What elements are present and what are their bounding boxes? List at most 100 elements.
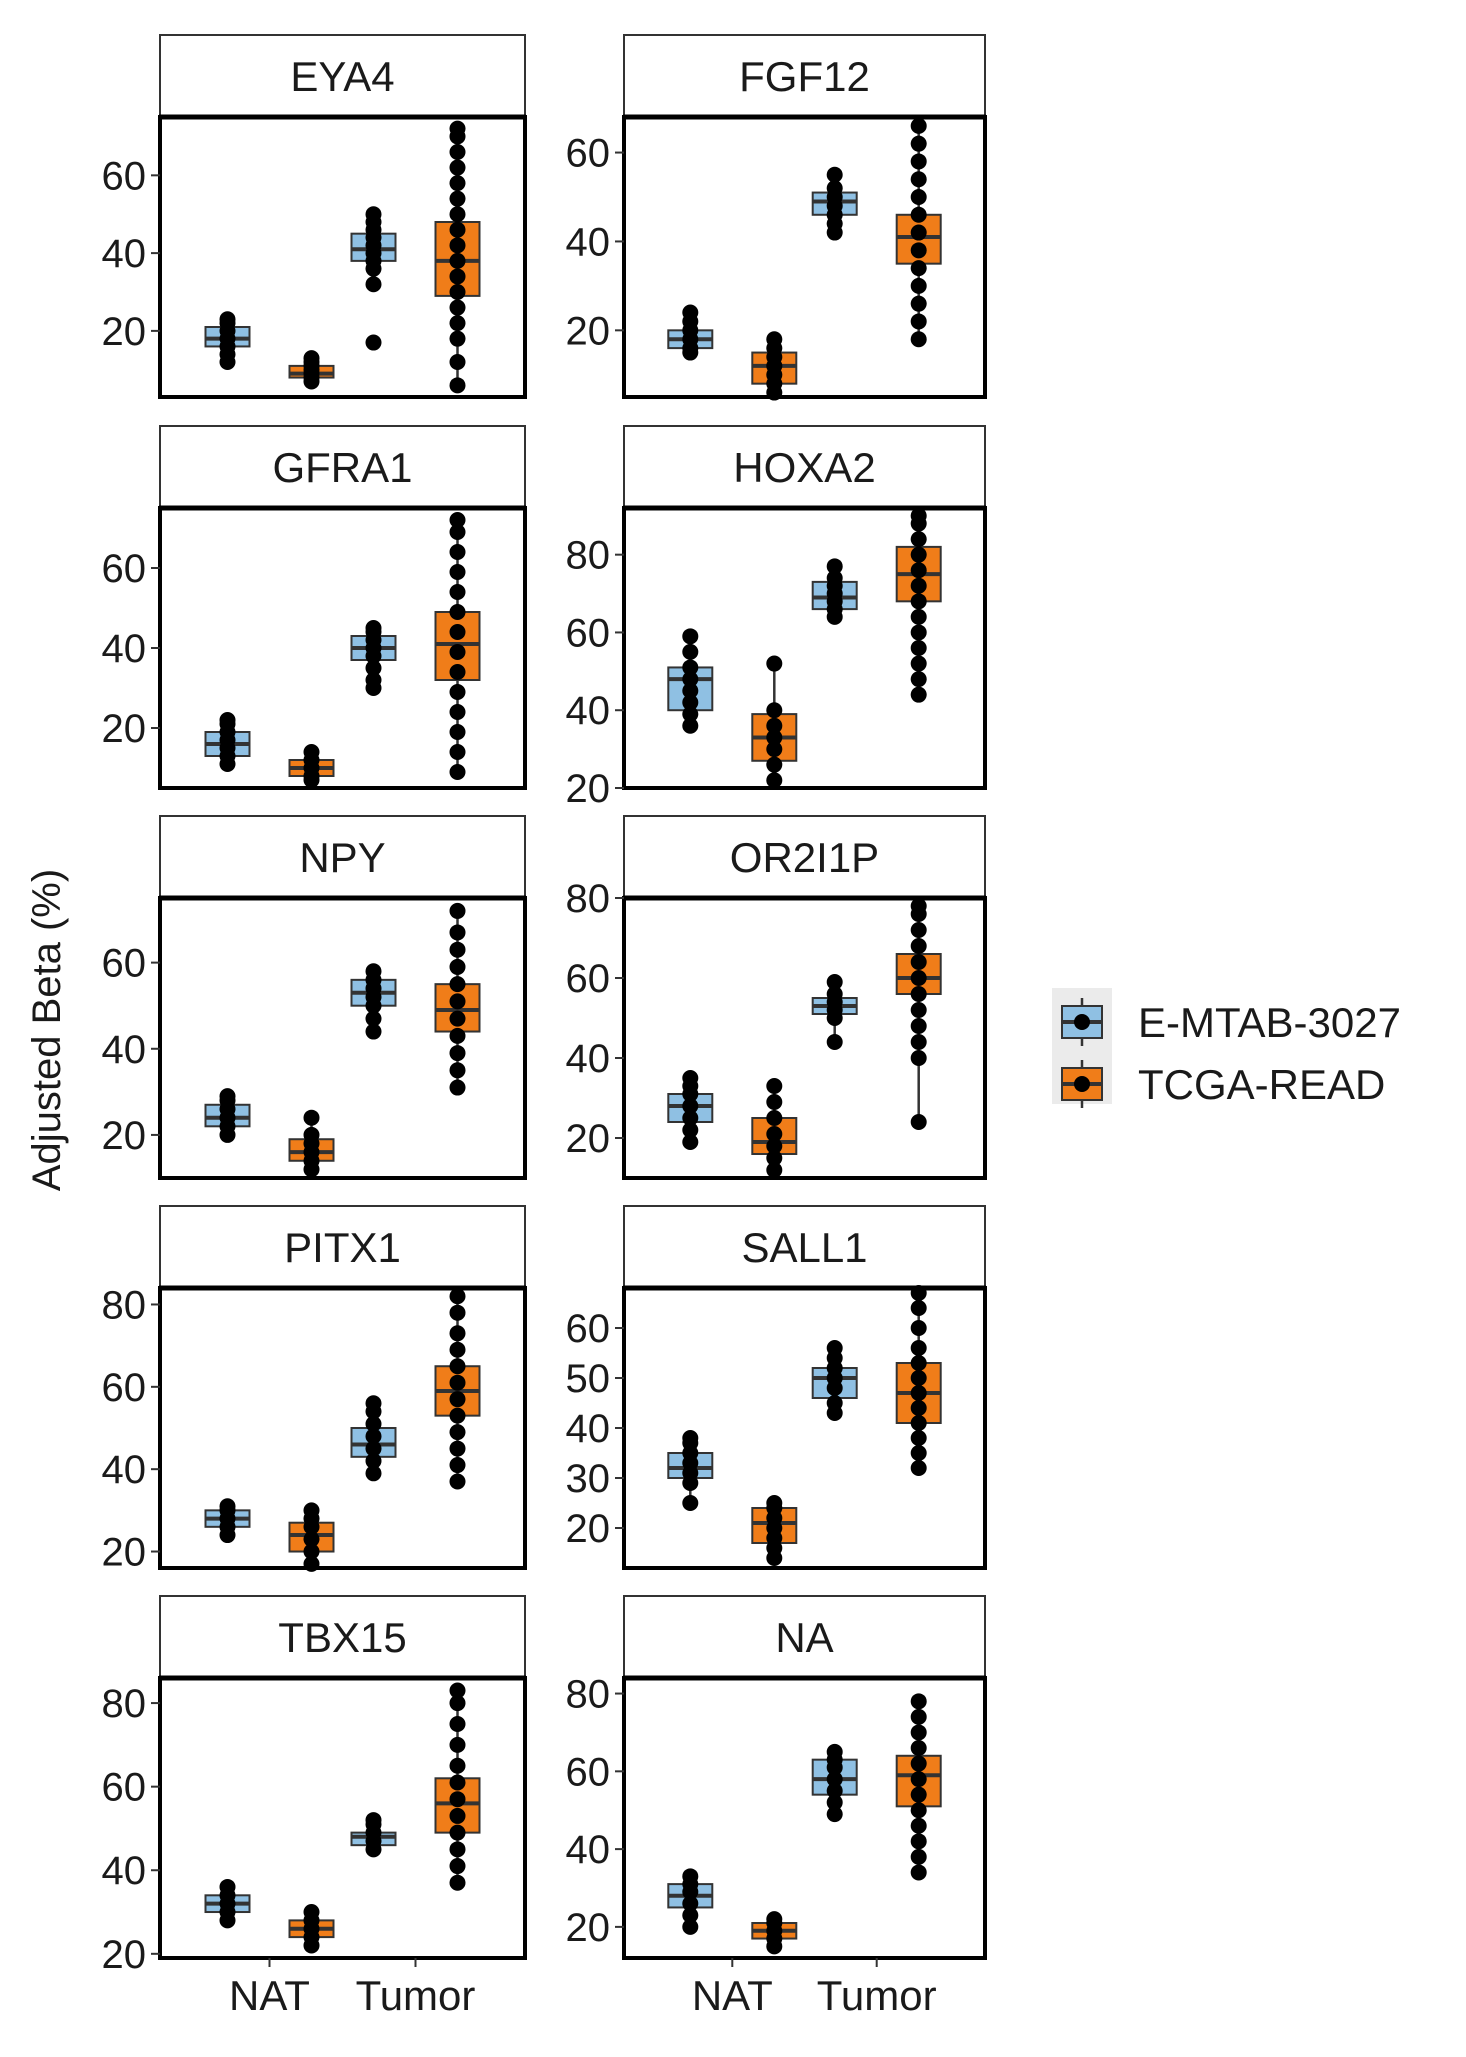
y-tick-label: 60 bbox=[102, 154, 147, 198]
box-group bbox=[751, 1078, 798, 1178]
data-point bbox=[449, 1062, 466, 1079]
legend-label: TCGA-READ bbox=[1138, 1061, 1385, 1108]
legend: E-MTAB-3027 TCGA-READ bbox=[1052, 988, 1401, 1108]
data-point bbox=[303, 1531, 320, 1548]
data-point bbox=[449, 941, 466, 958]
y-tick-label: 80 bbox=[566, 877, 611, 921]
y-tick-label: 20 bbox=[566, 1906, 611, 1950]
data-point bbox=[682, 694, 699, 711]
data-point bbox=[449, 624, 466, 640]
data-point bbox=[449, 704, 466, 720]
y-tick-label: 60 bbox=[566, 132, 611, 176]
data-point bbox=[365, 1452, 382, 1469]
data-point bbox=[910, 593, 927, 610]
data-point bbox=[449, 524, 466, 540]
data-point bbox=[766, 1911, 783, 1928]
facet-strip bbox=[159, 815, 526, 899]
data-point bbox=[449, 144, 466, 160]
data-point bbox=[910, 1445, 927, 1461]
data-point bbox=[910, 1385, 927, 1401]
data-point bbox=[910, 1400, 927, 1416]
facet-panel: EYA4 20 40 60 bbox=[102, 34, 527, 399]
box-group bbox=[434, 902, 481, 1096]
facet-panel: PITX1 20 40 60 80 bbox=[102, 1205, 527, 1575]
box-group bbox=[350, 206, 397, 351]
data-point bbox=[682, 1495, 699, 1511]
facet-panel: SALL1 20 30 40 50 60 bbox=[566, 1205, 987, 1570]
facet-panel: OR2I1P 20 40 60 80 bbox=[566, 815, 987, 1180]
y-tick-label: 40 bbox=[102, 1849, 147, 1893]
box-group bbox=[434, 120, 481, 394]
facet-strip bbox=[159, 34, 526, 118]
facet-title: GFRA1 bbox=[272, 444, 412, 491]
box-group bbox=[204, 712, 251, 772]
data-point bbox=[910, 171, 927, 188]
data-point bbox=[910, 1340, 927, 1356]
data-point bbox=[365, 1440, 382, 1457]
y-tick-label: 40 bbox=[566, 689, 611, 733]
data-point bbox=[365, 660, 382, 676]
data-point bbox=[449, 1079, 466, 1096]
data-point bbox=[365, 1023, 382, 1040]
box-group bbox=[204, 1878, 251, 1929]
data-point bbox=[910, 189, 927, 205]
data-point bbox=[910, 531, 927, 548]
y-tick-label: 20 bbox=[102, 707, 147, 751]
facet-title: OR2I1P bbox=[730, 834, 879, 881]
legend-entry: TCGA-READ bbox=[1061, 1060, 1385, 1108]
box-group bbox=[350, 1395, 397, 1482]
box-group bbox=[811, 974, 858, 1050]
panel-frame bbox=[622, 896, 987, 1180]
data-point bbox=[449, 993, 466, 1010]
legend-label: E-MTAB-3027 bbox=[1138, 999, 1401, 1046]
facet-title: PITX1 bbox=[284, 1224, 401, 1271]
data-point bbox=[910, 986, 927, 1002]
data-point bbox=[910, 898, 927, 914]
data-point bbox=[766, 756, 783, 773]
data-point bbox=[449, 902, 466, 919]
panel-frame bbox=[158, 896, 527, 1180]
data-point bbox=[365, 206, 382, 223]
data-point bbox=[449, 564, 466, 580]
data-point bbox=[766, 1495, 783, 1511]
data-point bbox=[365, 1395, 382, 1412]
data-point bbox=[449, 644, 466, 660]
data-point bbox=[826, 1771, 843, 1788]
y-tick-label: 40 bbox=[566, 1037, 611, 1081]
data-point bbox=[449, 1325, 466, 1342]
y-tick-label: 20 bbox=[566, 309, 611, 353]
box-group bbox=[811, 166, 858, 241]
data-point bbox=[910, 608, 927, 625]
data-point bbox=[826, 558, 843, 575]
box-group bbox=[288, 1904, 335, 1954]
data-point bbox=[682, 1098, 699, 1114]
data-point bbox=[365, 1812, 382, 1829]
data-point bbox=[826, 1743, 843, 1760]
y-tick-label: 20 bbox=[102, 1933, 147, 1977]
data-point bbox=[910, 1755, 927, 1772]
facet-panel: TBX15 20 40 60 80 bbox=[102, 1595, 527, 1977]
data-point bbox=[910, 224, 927, 241]
data-point bbox=[449, 1341, 466, 1358]
data-point bbox=[365, 672, 382, 688]
data-point bbox=[910, 331, 927, 348]
data-point bbox=[910, 1864, 927, 1881]
box-group bbox=[434, 512, 481, 780]
data-point bbox=[449, 1027, 466, 1044]
facet-title: NA bbox=[775, 1614, 833, 1661]
data-point bbox=[449, 764, 466, 780]
data-point bbox=[910, 562, 927, 579]
data-point bbox=[365, 620, 382, 636]
data-point bbox=[449, 664, 466, 680]
data-point bbox=[449, 604, 466, 620]
box-group bbox=[350, 963, 397, 1040]
data-point bbox=[682, 1430, 699, 1446]
data-point bbox=[826, 180, 843, 197]
data-point bbox=[910, 1693, 927, 1710]
y-tick-label: 20 bbox=[566, 767, 611, 811]
y-tick-label: 40 bbox=[102, 627, 147, 671]
facet-title: FGF12 bbox=[739, 53, 870, 100]
data-point bbox=[449, 1841, 466, 1858]
data-point bbox=[682, 659, 699, 676]
